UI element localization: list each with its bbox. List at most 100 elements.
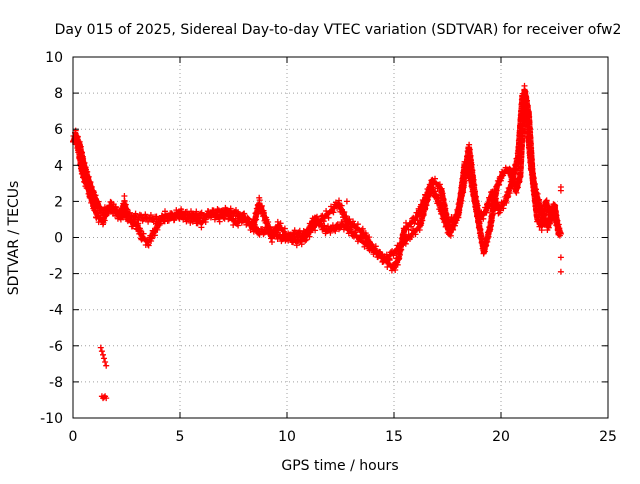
data-point — [176, 215, 183, 222]
data-point — [346, 216, 353, 223]
data-point — [127, 209, 133, 216]
y-tick-label: 4 — [54, 158, 63, 174]
data-point — [291, 227, 298, 234]
x-tick-label: 15 — [385, 429, 403, 445]
data-point — [336, 197, 342, 204]
data-point — [318, 220, 325, 226]
data-point — [394, 261, 401, 268]
data-point — [468, 161, 475, 168]
y-tick-label: -10 — [40, 411, 63, 427]
data-point — [332, 228, 339, 235]
outlier-point — [103, 395, 110, 402]
x-tick-label: 20 — [492, 429, 510, 445]
points-layer — [70, 82, 564, 402]
data-point — [432, 175, 438, 182]
data-point — [503, 199, 510, 206]
data-point — [345, 217, 352, 223]
data-point — [235, 222, 242, 229]
data-point — [258, 202, 265, 209]
data-point — [272, 227, 278, 234]
data-point — [325, 214, 332, 221]
outlier-point — [557, 268, 564, 275]
data-point — [287, 235, 294, 242]
chart-title: Day 015 of 2025, Sidereal Day-to-day VTE… — [55, 22, 622, 38]
data-point — [386, 255, 393, 262]
data-point — [293, 242, 300, 249]
x-tick-label: 10 — [278, 429, 296, 445]
data-point — [358, 234, 365, 241]
data-point — [366, 234, 373, 241]
data-point — [207, 214, 214, 221]
data-point — [545, 224, 552, 231]
data-point — [298, 241, 305, 248]
data-point — [144, 241, 151, 248]
data-point — [148, 235, 155, 242]
data-point — [129, 217, 136, 224]
data-point — [189, 210, 196, 217]
data-point — [321, 222, 328, 229]
data-point — [408, 234, 415, 241]
data-point — [282, 237, 289, 244]
data-point — [408, 223, 415, 230]
data-point — [327, 229, 334, 236]
data-point — [412, 231, 419, 238]
data-point — [145, 218, 152, 225]
data-point — [500, 205, 507, 212]
outlier-point — [101, 355, 107, 362]
outlier-point — [97, 344, 104, 351]
x-tick-label: 25 — [599, 429, 617, 445]
data-point — [303, 233, 310, 240]
data-point — [281, 225, 288, 232]
data-point — [377, 249, 384, 255]
y-tick-label: 10 — [45, 50, 63, 66]
data-point — [132, 210, 139, 217]
data-point — [154, 226, 161, 233]
data-point — [269, 239, 275, 245]
data-point — [436, 181, 443, 188]
grid-layer — [73, 57, 608, 418]
data-point — [240, 210, 247, 217]
data-point — [142, 211, 149, 218]
data-point — [198, 224, 205, 231]
data-point — [338, 202, 345, 209]
y-axis-label: SDTVAR / TECUs — [6, 181, 22, 296]
data-point — [451, 218, 458, 225]
data-point — [151, 232, 158, 239]
outlier-point — [557, 184, 564, 190]
data-point — [373, 247, 380, 254]
data-point — [348, 226, 355, 233]
data-point — [277, 220, 284, 227]
data-point — [140, 230, 147, 237]
data-point — [248, 218, 255, 225]
y-tick-label: 8 — [54, 86, 63, 102]
data-point — [161, 218, 168, 225]
data-point — [308, 225, 315, 231]
outlier-point — [102, 359, 109, 365]
data-point — [330, 209, 337, 216]
outlier-point — [121, 193, 128, 199]
data-point — [364, 239, 370, 246]
data-point — [253, 216, 260, 223]
data-point — [343, 221, 350, 228]
data-point — [314, 213, 320, 220]
data-point — [266, 223, 273, 230]
data-point — [233, 207, 239, 213]
data-point — [162, 208, 168, 215]
data-point — [397, 246, 404, 253]
data-point — [216, 218, 223, 225]
data-point — [447, 232, 454, 239]
data-point — [107, 203, 114, 210]
data-point — [190, 215, 197, 222]
data-point — [305, 230, 312, 237]
data-point — [312, 227, 319, 234]
data-point — [392, 267, 399, 273]
data-point — [354, 221, 361, 228]
y-tick-label: 6 — [54, 122, 63, 138]
data-point — [110, 210, 117, 217]
outlier-point — [98, 348, 105, 355]
data-point — [294, 234, 301, 241]
data-point — [124, 206, 131, 213]
data-point — [193, 208, 200, 215]
